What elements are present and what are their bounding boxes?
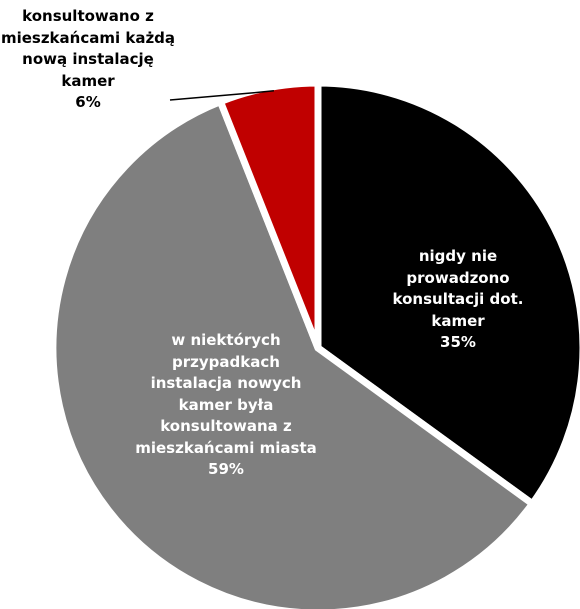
pie-slice — [314, 79, 580, 509]
pie-slice — [49, 97, 538, 609]
slice-label: w niektórych przypadkach instalacja nowy… — [131, 330, 321, 481]
value-label: 35% — [440, 333, 476, 351]
slice-label: konsultowano z mieszkańcami każdą nową i… — [0, 6, 178, 114]
category-label: nigdy nie prowadzono konsultacji dot. ka… — [392, 247, 524, 330]
leader-line — [169, 90, 275, 101]
value-label: 6% — [75, 93, 101, 111]
category-label: konsultowano z mieszkańcami każdą nową i… — [0, 7, 176, 90]
category-label: w niektórych przypadkach instalacja nowy… — [135, 331, 317, 457]
slice-label: nigdy nie prowadzono konsultacji dot. ka… — [378, 246, 538, 354]
value-label: 59% — [208, 460, 244, 478]
pie-slice — [215, 79, 322, 350]
